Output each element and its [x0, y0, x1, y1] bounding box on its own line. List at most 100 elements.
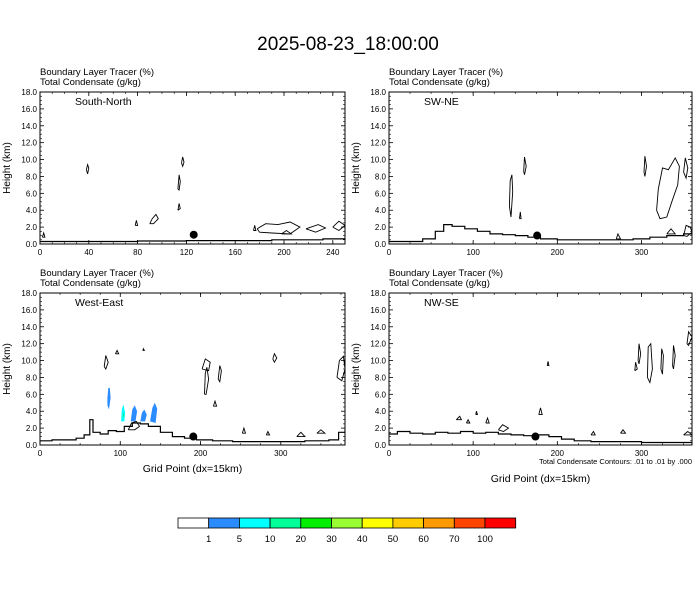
panel-top-right: Boundary Layer Tracer (%)Total Condensat…: [351, 67, 693, 257]
condensate-contour: [305, 224, 327, 233]
panel-label: NW-SE: [424, 297, 459, 309]
condensate-contour: [103, 355, 109, 371]
y-tick-label: 16.0: [370, 105, 386, 114]
tracer-fill-5: [150, 402, 158, 423]
colorbar-swatch: [238, 517, 271, 529]
x-tick-label: 300: [635, 449, 649, 458]
colorbar-swatch: [269, 517, 302, 529]
x-axis-label: Grid Point (dx=15km): [491, 473, 591, 485]
condensate-contour: [204, 367, 210, 395]
y-tick-label: 10.0: [370, 357, 386, 366]
condensate-contour: [656, 156, 680, 220]
colorbar-swatch: [177, 517, 210, 529]
condensate-contour: [177, 203, 181, 211]
condensate-contour: [643, 156, 647, 177]
condensate-contour: [672, 345, 676, 370]
colorbar-label: 40: [357, 534, 368, 545]
y-tick-label: 2.0: [26, 424, 38, 433]
location-marker: [533, 231, 542, 240]
x-tick-label: 160: [229, 248, 243, 257]
condensate-contour: [519, 211, 522, 220]
condensate-contour: [256, 221, 301, 235]
plot-area: [389, 156, 692, 243]
x-tick-label: 40: [84, 248, 93, 257]
condensate-contour: [538, 407, 543, 416]
y-tick-label: 0.0: [375, 240, 387, 249]
x-tick-label: 200: [551, 449, 565, 458]
condensate-contour: [546, 361, 550, 367]
var2-label: Total Condensate (g/kg): [40, 77, 141, 88]
colorbar-label: 30: [326, 534, 337, 545]
panel-bottom-right: Boundary Layer Tracer (%) Total Condensat…: [351, 268, 693, 485]
colorbar-swatch: [423, 517, 455, 529]
condensate-contour: [177, 174, 181, 191]
condensate-contour: [455, 415, 463, 421]
y-tick-label: 16.0: [370, 306, 386, 315]
condensate-contour: [142, 347, 146, 351]
y-tick-label: 18.0: [21, 88, 37, 97]
condensate-contour: [272, 352, 278, 364]
condensate-contour: [620, 429, 627, 434]
condensate-contour: [296, 431, 306, 438]
condensate-contour: [253, 225, 257, 231]
y-tick-label: 2.0: [26, 223, 38, 232]
condensate-contour: [590, 430, 596, 436]
y-tick-label: 2.0: [375, 424, 387, 433]
terrain-line: [389, 430, 692, 444]
y-tick-label: 6.0: [26, 390, 38, 399]
x-tick-label: 100: [466, 449, 480, 458]
plot-frame: [39, 292, 346, 446]
colorbar-label: 70: [449, 534, 460, 545]
condensate-contour: [660, 348, 664, 375]
condensate-contour: [181, 156, 185, 168]
y-axis-label: Height (km): [351, 343, 362, 395]
y-tick-label: 12.0: [21, 340, 37, 349]
tracer-fill-20: [122, 411, 125, 418]
y-tick-label: 14.0: [21, 323, 37, 332]
y-axis-label: Height (km): [2, 343, 13, 395]
y-tick-label: 4.0: [26, 407, 38, 416]
terrain-line: [40, 419, 345, 443]
x-tick-label: 200: [551, 248, 565, 257]
var1-label: Boundary Layer Tracer (%): [40, 268, 154, 279]
x-tick-label: 100: [114, 449, 128, 458]
colorbar-label: 20: [296, 534, 307, 545]
y-tick-label: 18.0: [21, 289, 37, 298]
x-tick-label: 200: [194, 449, 208, 458]
x-tick-label: 300: [635, 248, 649, 257]
condensate-contour: [666, 228, 677, 235]
condensate-contour: [332, 220, 345, 232]
colorbar-label: 100: [477, 534, 493, 545]
colorbar-swatch: [361, 517, 394, 529]
contour-footnote: Total Condensate Contours: .01 to .01 by…: [539, 457, 692, 466]
condensate-contour: [281, 229, 293, 235]
condensate-contour: [134, 220, 139, 226]
colorbar-label: 5: [237, 534, 242, 545]
condensate-contour: [615, 232, 622, 240]
condensate-contour: [523, 156, 527, 175]
y-tick-label: 4.0: [26, 206, 38, 215]
var1-label: Boundary Layer Tracer (%): [40, 67, 154, 78]
y-tick-label: 14.0: [370, 323, 386, 332]
condensate-contour: [127, 420, 141, 431]
condensate-contour: [265, 430, 271, 436]
x-tick-label: 120: [180, 248, 194, 257]
y-tick-label: 8.0: [375, 373, 387, 382]
panels-group: Boundary Layer Tracer (%)Total Condensat…: [2, 67, 693, 485]
colorbar-swatch: [453, 517, 486, 529]
condensate-contour: [85, 163, 90, 175]
panel-label: South-North: [75, 96, 132, 108]
y-tick-label: 6.0: [375, 390, 387, 399]
x-tick-label: 100: [466, 248, 480, 257]
y-tick-label: 18.0: [370, 88, 386, 97]
plot-area: [40, 156, 345, 243]
x-axis-label: Grid Point (dx=15km): [143, 463, 243, 475]
y-tick-label: 4.0: [375, 407, 387, 416]
x-tick-label: 0: [387, 248, 392, 257]
x-tick-label: 80: [133, 248, 142, 257]
var1-label: Boundary Layer Tracer (%): [389, 268, 503, 279]
y-tick-label: 12.0: [21, 139, 37, 148]
plot-frame: [39, 91, 346, 245]
x-tick-label: 0: [387, 449, 392, 458]
